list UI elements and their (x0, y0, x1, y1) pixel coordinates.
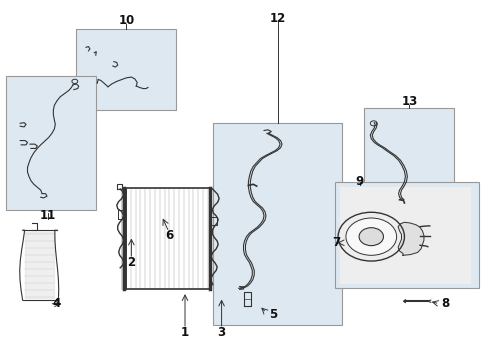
Bar (334, 182, 478, 288)
Text: 5: 5 (268, 308, 276, 321)
Text: 7: 7 (331, 236, 340, 249)
Text: 10: 10 (118, 14, 134, 27)
Text: 12: 12 (269, 12, 285, 25)
Text: 2: 2 (127, 256, 135, 269)
Text: 3: 3 (217, 326, 225, 339)
Text: 11: 11 (40, 210, 56, 222)
Circle shape (358, 228, 383, 246)
Text: 6: 6 (164, 229, 173, 242)
Bar (339, 187, 470, 284)
Bar (76, 30, 176, 110)
Text: 9: 9 (355, 175, 363, 188)
Text: 13: 13 (400, 95, 417, 108)
Text: 8: 8 (440, 297, 448, 310)
Bar (363, 108, 453, 203)
Bar (5, 76, 96, 211)
Polygon shape (397, 222, 423, 255)
Text: 4: 4 (53, 297, 61, 310)
Bar (212, 123, 341, 325)
Circle shape (345, 218, 396, 255)
Text: 1: 1 (181, 326, 189, 339)
